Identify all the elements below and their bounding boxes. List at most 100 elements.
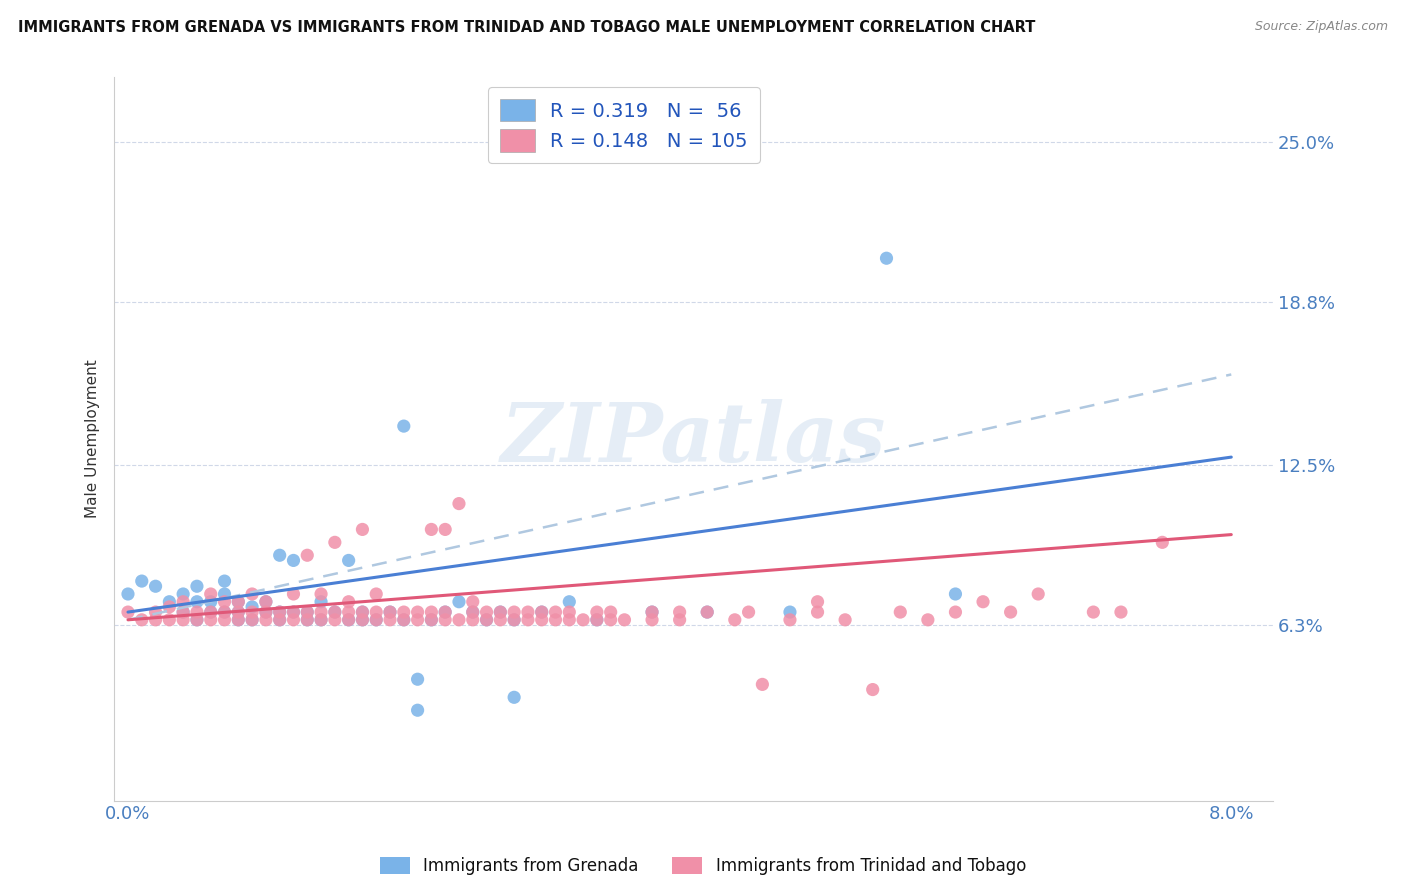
Point [434,523,457,537]
Point [186,613,208,627]
Point [378,605,401,619]
Point [337,553,360,567]
Point [283,605,305,619]
Point [613,613,636,627]
Point [172,605,194,619]
Point [586,605,609,619]
Point [309,587,332,601]
Point [254,613,277,627]
Point [668,613,690,627]
Point [503,613,526,627]
Point [572,613,595,627]
Point [131,574,153,588]
Point [186,595,208,609]
Point [323,605,346,619]
Point [1083,605,1105,619]
Point [558,605,581,619]
Text: ZIPatlas: ZIPatlas [501,399,886,479]
Point [641,605,664,619]
Point [461,613,484,627]
Point [366,613,388,627]
Point [240,587,263,601]
Point [641,613,664,627]
Point [186,605,208,619]
Point [297,605,319,619]
Point [117,587,139,601]
Point [530,605,553,619]
Point [323,605,346,619]
Point [117,605,139,619]
Point [226,605,249,619]
Point [972,595,994,609]
Point [641,605,664,619]
Point [226,613,249,627]
Point [586,613,609,627]
Point [544,605,567,619]
Point [157,613,180,627]
Point [240,599,263,614]
Point [309,605,332,619]
Point [214,595,236,609]
Point [586,613,609,627]
Point [226,605,249,619]
Point [516,613,538,627]
Point [254,605,277,619]
Point [297,613,319,627]
Point [366,605,388,619]
Point [558,613,581,627]
Point [214,587,236,601]
Point [696,605,718,619]
Point [283,613,305,627]
Point [200,587,222,601]
Point [530,605,553,619]
Point [226,613,249,627]
Point [186,579,208,593]
Point [337,613,360,627]
Point [1000,605,1022,619]
Point [254,605,277,619]
Point [269,605,291,619]
Point [876,252,898,266]
Point [489,605,512,619]
Point [406,613,429,627]
Point [200,613,222,627]
Point [240,605,263,619]
Point [323,613,346,627]
Point [475,613,498,627]
Point [309,595,332,609]
Point [475,613,498,627]
Point [406,672,429,686]
Point [214,613,236,627]
Point [337,595,360,609]
Point [254,595,277,609]
Point [269,613,291,627]
Point [366,613,388,627]
Point [806,595,828,609]
Point [503,690,526,705]
Point [862,682,884,697]
Point [283,605,305,619]
Point [378,605,401,619]
Point [420,605,443,619]
Point [145,579,167,593]
Point [323,535,346,549]
Point [297,613,319,627]
Point [269,613,291,627]
Point [434,613,457,627]
Point [420,613,443,627]
Point [214,605,236,619]
Point [737,605,759,619]
Point [283,587,305,601]
Point [240,613,263,627]
Point [434,605,457,619]
Point [447,613,470,627]
Point [200,595,222,609]
Point [145,605,167,619]
Point [366,587,388,601]
Point [475,605,498,619]
Point [337,605,360,619]
Point [530,613,553,627]
Text: Source: ZipAtlas.com: Source: ZipAtlas.com [1254,20,1388,33]
Point [420,613,443,627]
Point [172,587,194,601]
